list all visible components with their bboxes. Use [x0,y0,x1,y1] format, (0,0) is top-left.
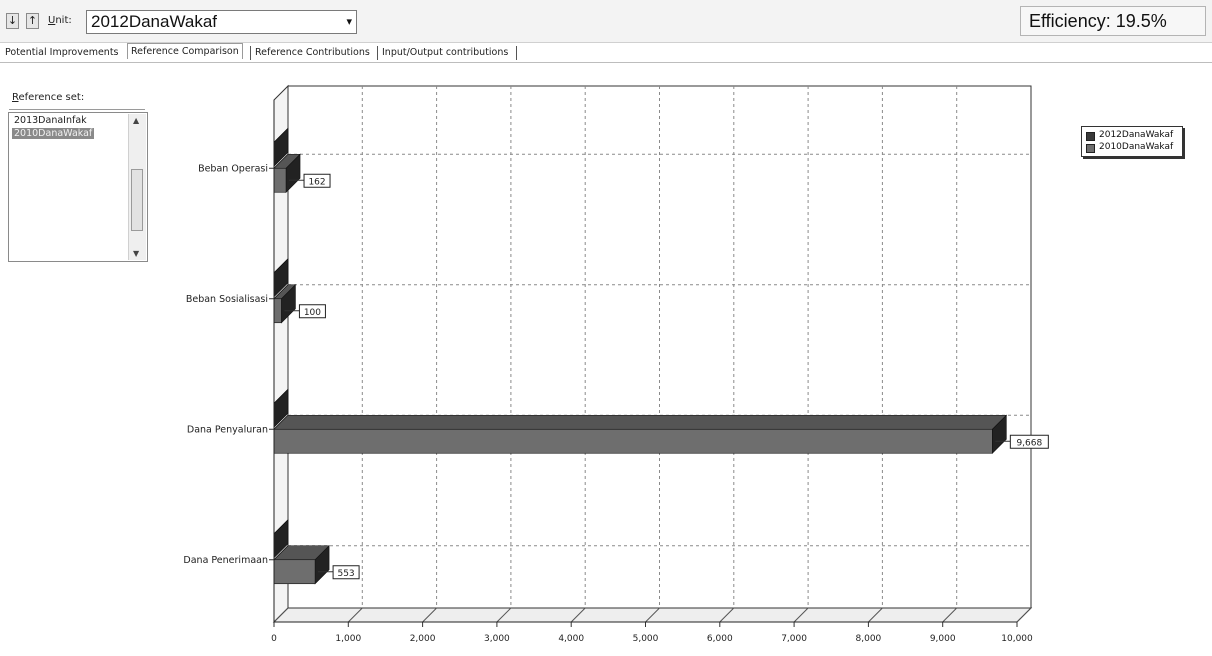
legend-swatch [1086,144,1095,153]
chart-legend: 2012DanaWakaf 2010DanaWakaf [1081,126,1183,157]
x-tick-label: 9,000 [930,634,956,644]
tab-separator [516,46,517,60]
reference-set-title: Reference set: [12,92,85,103]
category-label: Beban Operasi [198,163,268,174]
data-label-box [1009,434,1049,449]
x-tick-label: 1,000 [335,634,361,644]
scrollbar-thumb[interactable] [131,169,143,231]
bar-top [273,128,289,143]
data-label-box [303,173,331,188]
tab-reference-comparison[interactable]: Reference Comparison [127,43,243,59]
x-tick-label: 2,000 [410,634,436,644]
tab-potential-improvements[interactable]: Potential Improvements [5,47,119,58]
arrow-down-icon[interactable]: ↓ [6,13,19,29]
arrow-up-icon[interactable]: ↑ [26,13,39,29]
floor-gridline [422,607,437,623]
bar [273,298,282,324]
x-tick-label: 5,000 [633,634,659,644]
unit-select-value: 2012DanaWakaf [91,12,218,31]
x-tick-label: 7,000 [781,634,807,644]
data-label-box [298,304,326,319]
tab-bar: Potential Improvements Reference Compari… [0,43,1212,63]
category-label: Beban Sosialisasi [186,294,268,305]
reference-item-2010danawakaf[interactable]: 2010DanaWakaf [12,128,95,139]
scroll-up-icon[interactable]: ▲ [133,116,140,125]
reference-item-2013danainfak[interactable]: 2013DanaInfak [14,115,87,126]
category-label: Dana Penerimaan [183,555,268,566]
efficiency-display: Efficiency: 19.5% [1020,6,1206,36]
floor-gridline [1016,607,1032,623]
bar [273,559,316,585]
bar-top [273,519,289,534]
tab-underline [0,62,1212,63]
tab-reference-contributions[interactable]: Reference Contributions [255,47,370,58]
data-label: 9,668 [1016,438,1042,448]
bar [273,167,287,193]
floor-gridline [719,607,735,623]
bar-top [273,414,1008,430]
floor-gridline [347,607,363,623]
x-tick-label: 0 [271,634,277,644]
chevron-down-icon[interactable]: ▾ [346,15,352,28]
reference-set-divider [9,109,145,110]
category-label: Dana Penyaluran [187,424,268,435]
tab-separator [377,46,378,60]
tab-separator [250,46,251,60]
x-tick-label: 3,000 [484,634,510,644]
x-tick-label: 6,000 [707,634,733,644]
data-label: 162 [308,177,325,187]
unit-label: Unit: [48,15,72,26]
floor-gridline [273,607,289,623]
reference-list-scrollbar[interactable]: ▲ ▼ [128,114,146,260]
scroll-down-icon[interactable]: ▼ [133,249,140,258]
floor-gridline [942,607,958,623]
floor-gridline [868,607,883,623]
bar-top [273,389,289,404]
floor-gridline [496,607,512,623]
floor-gridline [793,607,809,623]
data-label: 100 [304,308,321,318]
legend-label: 2010DanaWakaf [1099,142,1174,152]
bar [273,428,993,454]
x-tick-label: 10,000 [1001,634,1033,644]
floor-gridline [645,607,660,623]
reference-set-list[interactable]: 2013DanaInfak 2010DanaWakaf ▲ ▼ [8,112,148,262]
data-label: 553 [337,569,354,579]
toolbar: ↓ ↑ Unit: 2012DanaWakaf ▾ Efficiency: 19… [0,0,1212,43]
x-tick-label: 4,000 [558,634,584,644]
x-tick-label: 8,000 [856,634,882,644]
floor-gridline [570,607,586,623]
legend-swatch [1086,132,1095,141]
efficiency-text: Efficiency: 19.5% [1029,11,1167,31]
bar-top [273,258,289,273]
unit-select[interactable]: 2012DanaWakaf ▾ [86,10,357,34]
data-label-box [332,565,360,580]
legend-label: 2012DanaWakaf [1099,130,1174,140]
tab-input-output-contributions[interactable]: Input/Output contributions [382,47,509,58]
